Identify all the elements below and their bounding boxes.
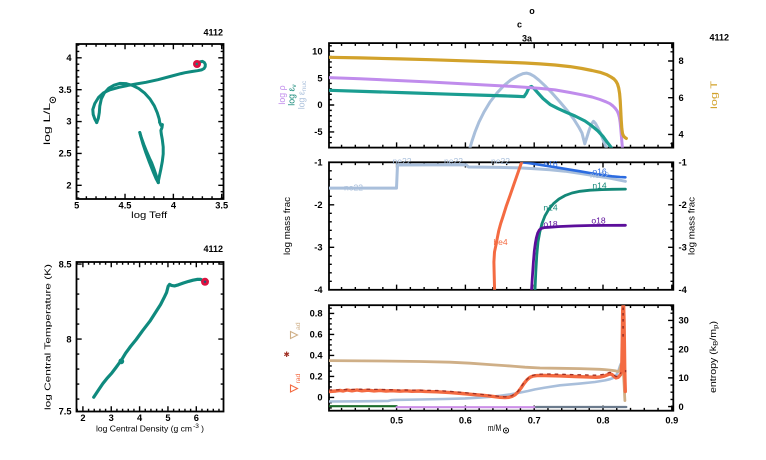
svg-text:4112: 4112 <box>709 33 729 43</box>
svg-text:0: 0 <box>317 100 322 110</box>
svg-text:-4: -4 <box>679 285 688 295</box>
svg-text:10: 10 <box>679 373 689 383</box>
svg-text:3: 3 <box>66 117 71 127</box>
svg-text:-1: -1 <box>314 158 322 168</box>
svg-text:ad: ad <box>295 322 302 330</box>
svg-text:4112: 4112 <box>203 244 223 254</box>
svg-text:2: 2 <box>80 413 85 423</box>
svg-text:0: 0 <box>679 402 684 412</box>
svg-text:m/M: m/M <box>488 423 502 433</box>
svg-text:0.6: 0.6 <box>459 416 472 426</box>
svg-text:-1: -1 <box>679 158 687 168</box>
svg-text:ne22: ne22 <box>590 170 609 180</box>
svg-text:-2: -2 <box>314 200 322 210</box>
svg-text:4: 4 <box>679 130 685 140</box>
svg-text:3.5: 3.5 <box>59 85 72 95</box>
svg-text:): ) <box>201 424 204 434</box>
svg-text:log ρ: log ρ <box>277 85 287 104</box>
svg-text:he4: he4 <box>493 237 508 247</box>
svg-text:rad: rad <box>295 373 302 383</box>
svg-text:0.8: 0.8 <box>310 309 323 319</box>
svg-text:0.6: 0.6 <box>310 330 323 340</box>
svg-text:6: 6 <box>679 93 684 103</box>
svg-text:-4: -4 <box>314 285 323 295</box>
svg-text:-3: -3 <box>679 243 687 253</box>
svg-text:4.5: 4.5 <box>119 201 132 211</box>
svg-text:0.4: 0.4 <box>310 351 324 361</box>
svg-text:ne22: ne22 <box>392 156 411 166</box>
svg-text:log Teff: log Teff <box>131 210 168 220</box>
svg-text:ne22: ne22 <box>491 156 510 166</box>
svg-text:ne22: ne22 <box>444 156 463 166</box>
svg-text:8: 8 <box>679 56 684 66</box>
svg-text:5: 5 <box>317 73 322 83</box>
svg-text:3a: 3a <box>522 34 533 44</box>
svg-text:10: 10 <box>312 46 322 56</box>
svg-text:4: 4 <box>137 413 143 423</box>
svg-text:log T: log T <box>709 80 719 109</box>
svg-text:log εν: log εν <box>287 84 299 105</box>
svg-text:8: 8 <box>66 334 71 344</box>
svg-text:ne22: ne22 <box>344 182 363 192</box>
svg-text:c: c <box>517 20 522 30</box>
svg-text:log εnuc: log εnuc <box>297 80 309 109</box>
svg-text:4: 4 <box>66 53 72 63</box>
svg-text:4112: 4112 <box>203 28 223 38</box>
svg-text:0.7: 0.7 <box>528 416 541 426</box>
svg-text:o16: o16 <box>543 159 558 169</box>
svg-text:n14: n14 <box>543 203 558 213</box>
svg-text:6: 6 <box>194 413 199 423</box>
svg-text:3.5: 3.5 <box>215 201 228 211</box>
svg-text:log mass frac: log mass frac <box>282 196 292 255</box>
svg-text:o18: o18 <box>591 216 606 226</box>
svg-text:0.5: 0.5 <box>390 416 403 426</box>
svg-text:0.9: 0.9 <box>665 416 678 426</box>
svg-text:o18: o18 <box>543 219 558 229</box>
svg-text:7.5: 7.5 <box>59 407 72 417</box>
svg-text:log mass frac: log mass frac <box>687 196 697 255</box>
svg-text:n14: n14 <box>592 180 607 190</box>
svg-text:5: 5 <box>165 413 170 423</box>
svg-text:20: 20 <box>679 344 689 354</box>
svg-text:0: 0 <box>317 393 322 403</box>
svg-text:8.5: 8.5 <box>59 259 72 269</box>
svg-text:log Central Temperature (K): log Central Temperature (K) <box>43 264 53 410</box>
svg-text:30: 30 <box>679 316 689 326</box>
svg-text:✱: ✱ <box>284 350 291 359</box>
svg-text:-5: -5 <box>314 127 322 137</box>
svg-text:entropy (kB/mp): entropy (kB/mp) <box>708 321 720 393</box>
svg-text:o16: o16 <box>592 167 607 177</box>
svg-text:0.2: 0.2 <box>310 372 323 382</box>
svg-text:log L/L: log L/L <box>42 103 52 145</box>
svg-text:-3: -3 <box>314 243 322 253</box>
svg-text:4: 4 <box>171 201 177 211</box>
svg-text:-3: -3 <box>193 423 199 430</box>
svg-text:5: 5 <box>74 201 79 211</box>
svg-text:0.8: 0.8 <box>597 416 610 426</box>
svg-text:o: o <box>529 6 535 16</box>
svg-text:2: 2 <box>66 181 71 191</box>
svg-text:2.5: 2.5 <box>59 149 72 159</box>
svg-text:log Central Density (g cm: log Central Density (g cm <box>96 424 192 434</box>
svg-text:-2: -2 <box>679 200 687 210</box>
svg-text:3: 3 <box>109 413 114 423</box>
